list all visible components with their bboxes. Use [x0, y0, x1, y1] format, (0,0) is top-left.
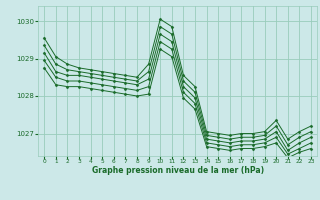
- X-axis label: Graphe pression niveau de la mer (hPa): Graphe pression niveau de la mer (hPa): [92, 166, 264, 175]
